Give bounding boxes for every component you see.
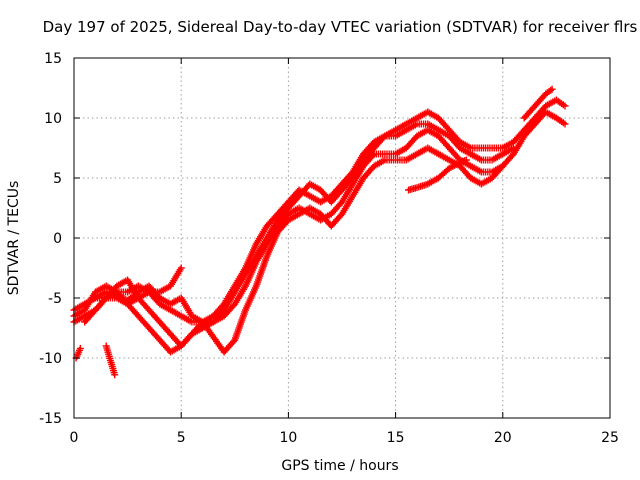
series-track-9 (520, 85, 556, 122)
y-tick-label: -10 (39, 351, 62, 367)
series-track-8 (405, 156, 470, 194)
x-tick-label: 0 (70, 430, 79, 446)
y-tick-label: -5 (48, 291, 62, 307)
chart-title: Day 197 of 2025, Sidereal Day-to-day VTE… (43, 18, 638, 36)
grid (74, 58, 610, 418)
y-tick-label: 0 (53, 231, 62, 247)
y-axis-label: SDTVAR / TECUs (6, 181, 22, 296)
series-markers (81, 264, 185, 308)
series-track-7 (102, 342, 119, 379)
axis-ticks: 0 5 10 15 20 25 -15 -10 -5 0 5 10 15 (39, 51, 619, 446)
series-markers (405, 156, 470, 194)
series-markers (81, 144, 507, 356)
y-tick-label: -15 (39, 411, 62, 427)
series-track-3 (81, 144, 507, 356)
series-markers (102, 342, 119, 379)
x-axis-label: GPS time / hours (281, 458, 398, 474)
x-tick-label: 10 (279, 430, 297, 446)
series-markers (520, 85, 556, 122)
x-tick-label: 5 (177, 430, 186, 446)
x-tick-label: 25 (601, 430, 619, 446)
y-tick-label: 15 (44, 51, 62, 67)
x-tick-label: 15 (387, 430, 405, 446)
y-tick-label: 5 (53, 171, 62, 187)
data-series (70, 85, 569, 379)
x-tick-label: 20 (494, 430, 512, 446)
y-tick-label: 10 (44, 111, 62, 127)
series-track-5 (81, 264, 185, 308)
